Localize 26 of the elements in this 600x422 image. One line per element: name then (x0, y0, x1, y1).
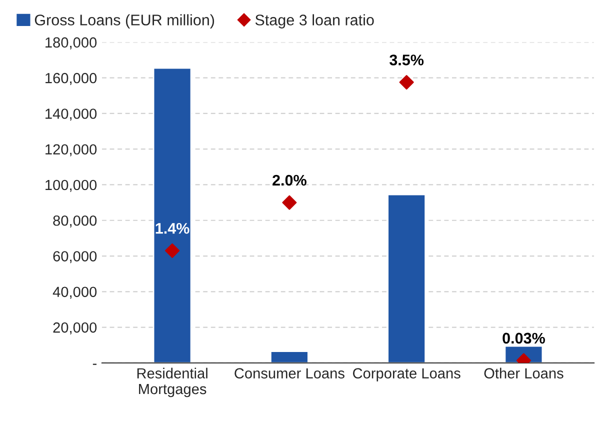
legend-label: Gross Loans (EUR million) (34, 14, 214, 28)
data-label: 1.4% (156, 222, 190, 234)
x-tick-label: Consumer Loans (234, 368, 344, 378)
bar (387, 194, 426, 363)
y-tick-label: 20,000 (53, 322, 97, 334)
bar (270, 350, 309, 363)
point (282, 195, 297, 210)
data-label: 0.03% (502, 332, 545, 344)
x-tick-label: Corporate Loans (353, 368, 460, 382)
bar (152, 67, 192, 363)
y-tick-label: 60,000 (53, 251, 97, 264)
x-tick-label: Other Loans (484, 368, 564, 378)
y-tick-label: 180,000 (46, 37, 97, 50)
data-label: 3.5% (390, 54, 424, 66)
y-tick-label: 40,000 (52, 286, 97, 299)
legend-label: Stage 3 loan ratio (255, 14, 374, 28)
y-tick-label: 80,000 (53, 215, 97, 228)
data-label: 2.0% (272, 174, 306, 186)
x-tick-label: Residential Mortgages (137, 368, 208, 398)
point (399, 75, 414, 90)
y-tick-label: 160,000 (46, 72, 97, 85)
point (165, 243, 180, 258)
y-tick-label: 100,000 (46, 180, 97, 192)
y-tick-label: 140,000 (46, 108, 97, 121)
y-tick-label: 120,000 (46, 144, 97, 156)
y-tick-label: - (92, 364, 96, 365)
